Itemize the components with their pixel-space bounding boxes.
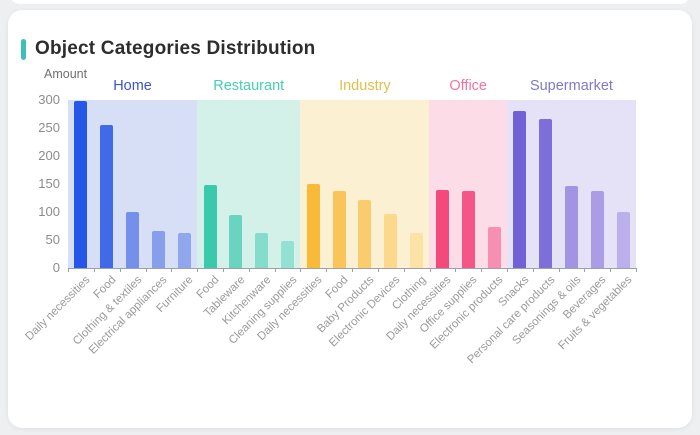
bar-supermarket-snacks[interactable] (513, 110, 527, 268)
page-title: Object Categories Distribution (35, 38, 316, 59)
chart-card: Object Categories Distribution Amount Ho… (8, 10, 692, 428)
bar-chart: Home Daily necessities Food Clothing & text… (8, 10, 692, 428)
x-axis-tick (68, 268, 69, 272)
bar-home-electrical-appliances[interactable] (151, 230, 165, 268)
bar-industry-daily-necessities[interactable] (306, 184, 320, 268)
y-axis-title: Amount (44, 67, 88, 81)
y-axis-tick-label: 300 (38, 92, 60, 107)
x-axis-tick (481, 268, 483, 272)
bar-home-furniture[interactable] (177, 233, 191, 268)
x-axis-tick (145, 268, 147, 272)
y-axis-tick-label: 250 (38, 120, 60, 135)
x-axis-tick (558, 268, 560, 272)
x-axis-tick (377, 268, 379, 272)
title-accent-bar (21, 38, 26, 60)
x-axis-tick (584, 268, 586, 272)
x-axis-tick (119, 268, 121, 272)
card-header: Object Categories Distribution (21, 38, 315, 60)
bar-home-daily-necessities[interactable] (74, 101, 88, 268)
bar-office-daily-necessities[interactable] (435, 189, 449, 268)
group-label-restaurant: Restaurant (213, 78, 285, 94)
bar-restaurant-kitchenware[interactable] (255, 232, 269, 268)
y-axis-tick-label: 100 (38, 204, 60, 219)
x-axis-tick (248, 268, 250, 272)
bar-supermarket-seasonings-oils[interactable] (565, 185, 578, 268)
bar-industry-baby-products[interactable] (358, 199, 372, 268)
group-label-office: Office (449, 78, 487, 94)
x-axis-tick (403, 268, 405, 272)
bar-office-office-supplies[interactable] (461, 191, 475, 268)
x-axis-tick (636, 268, 637, 272)
x-axis-tick (300, 268, 302, 272)
group-label-home: Home (113, 78, 152, 94)
bar-home-clothing-textiles[interactable] (126, 212, 139, 268)
bar-industry-electronic-devices[interactable] (384, 214, 398, 268)
y-axis-tick-label: 200 (38, 148, 60, 163)
x-axis-tick (93, 268, 95, 272)
bar-home-food[interactable] (100, 125, 114, 268)
bar-industry-clothing[interactable] (410, 233, 423, 268)
y-axis-tick-label: 150 (38, 176, 60, 191)
x-axis-tick (506, 268, 508, 272)
x-axis-tick (274, 268, 276, 272)
x-axis-tick (610, 268, 612, 272)
y-axis-tick-label: 0 (52, 260, 60, 275)
bar-supermarket-personal-care-products[interactable] (539, 118, 553, 268)
bar-office-electronic-products[interactable] (487, 227, 501, 268)
bar-restaurant-tableware[interactable] (229, 214, 243, 268)
x-axis-tick (352, 268, 353, 272)
bar-supermarket-beverages[interactable] (590, 190, 604, 268)
bar-industry-food[interactable] (332, 191, 346, 268)
x-axis-tick (326, 268, 328, 272)
y-axis-tick-label: 50 (45, 232, 60, 247)
x-axis-tick (197, 268, 199, 272)
group-label-industry: Industry (339, 78, 391, 94)
x-axis-tick (455, 268, 457, 272)
bar-restaurant-food[interactable] (203, 185, 217, 268)
x-axis-tick (171, 268, 173, 272)
x-axis-tick (429, 268, 431, 272)
bar-restaurant-cleaning-supplies[interactable] (281, 241, 294, 268)
x-axis-tick (532, 268, 534, 272)
bar-supermarket-fruits-vegetables[interactable] (616, 212, 630, 268)
group-label-supermarket: Supermarket (529, 78, 613, 94)
x-axis-tick (222, 268, 224, 272)
previous-card-bottom-edge (10, 0, 690, 4)
